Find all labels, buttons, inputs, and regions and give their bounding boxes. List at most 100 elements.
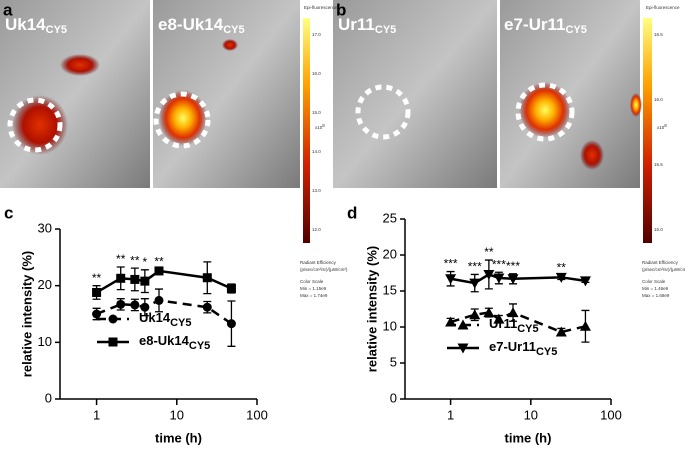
marker <box>555 272 567 283</box>
marker <box>483 307 495 318</box>
marker <box>579 320 591 331</box>
panel-label: b <box>336 0 346 19</box>
colorbar-min: Min = 1.15e9 <box>300 286 327 291</box>
significance-label: *** <box>444 257 458 271</box>
exponent-base: x10 <box>657 125 665 130</box>
y-tick-label: 20 <box>38 277 52 292</box>
significance-label: ** <box>154 254 164 268</box>
y-tick-label: 30 <box>38 220 52 235</box>
image-label-subscript: CY5 <box>565 24 586 36</box>
legend-label: e7-Ur11CY5 <box>489 339 557 357</box>
colorbar-units: (p/sec/cm²/sr)/(µW/cm²) <box>300 267 348 272</box>
image-label: Ur11CY5 <box>338 15 396 35</box>
colorbar-unit-title: Radiant Efficiency <box>642 260 679 265</box>
marker <box>445 274 457 285</box>
y-tick-label: 25 <box>383 210 397 225</box>
marker <box>116 273 126 283</box>
colorbar-unit-title: Radiant Efficiency <box>300 260 337 265</box>
x-tick-label: 10 <box>170 407 184 422</box>
significance-label: *** <box>506 259 520 273</box>
significance-label: * <box>143 255 148 269</box>
colorbar-tick: 15.0 <box>312 110 321 115</box>
y-tick-label: 0 <box>45 390 52 405</box>
colorbar-scale-title: Color Scale <box>642 279 666 284</box>
marker <box>92 287 102 297</box>
y-tick-label: 5 <box>390 354 397 369</box>
significance-label: ** <box>484 245 494 259</box>
legend-label: e8-Uk14CY5 <box>139 333 210 351</box>
colorbar-tick: 15.5 <box>654 162 663 167</box>
image-label-main: Uk14 <box>5 15 46 34</box>
marker <box>469 309 481 320</box>
image-label-subscript: CY5 <box>223 24 244 36</box>
y-tick-label: 10 <box>383 318 397 333</box>
legend-label-main: Ur11 <box>489 316 517 331</box>
image-label-main: e7-Ur11 <box>504 15 565 34</box>
colorbar-tick: 16.0 <box>654 97 663 102</box>
legend-marker <box>108 337 118 347</box>
legend-label-subscript: CY5 <box>536 346 557 358</box>
marker <box>493 273 505 284</box>
colorbar-units: (p/sec/cm²/sr)/(µW/cm²) <box>642 267 685 272</box>
image-label: e8-Uk14CY5 <box>158 15 245 35</box>
marker <box>140 276 150 286</box>
y-axis-label: relative intensity (%) <box>19 251 34 377</box>
exponent-power: 8 <box>664 123 667 128</box>
panel-label: d <box>347 203 357 222</box>
marker <box>116 299 126 309</box>
marker <box>130 274 140 284</box>
colorbar-tick: 16.5 <box>654 32 663 37</box>
significance-label: ** <box>92 271 102 285</box>
x-tick-label: 100 <box>600 407 622 422</box>
colorbar-exponent: x108 <box>315 123 325 130</box>
image-label: Uk14CY5 <box>5 15 67 35</box>
panel-label: a <box>3 0 13 19</box>
significance-label: ** <box>130 253 140 267</box>
marker <box>555 326 567 337</box>
significance-label: ** <box>557 260 567 274</box>
marker <box>130 300 140 310</box>
legend-marker <box>457 343 469 354</box>
marker <box>92 309 102 319</box>
image-label: e7-Ur11CY5 <box>504 15 587 35</box>
legend-marker <box>108 314 118 324</box>
legend-label-main: e8-Uk14 <box>139 333 190 348</box>
marker <box>154 295 164 305</box>
colorbar-max: Max = 1.68e9 <box>642 293 670 298</box>
legend-label-subscript: CY5 <box>517 323 538 335</box>
legend-label-main: Uk14 <box>139 310 171 325</box>
colorbar-scale-title: Color Scale <box>300 279 324 284</box>
significance-label: *** <box>492 257 506 271</box>
legend-marker <box>457 319 469 330</box>
colorbar-title: Epi-fluorescence <box>646 5 680 10</box>
colorbar-title: Epi-fluorescence <box>304 5 338 10</box>
colorbar-tick: 14.0 <box>312 149 321 154</box>
legend-label-main: e7-Ur11 <box>489 339 536 354</box>
image-label-subscript: CY5 <box>46 24 67 36</box>
colorbar-max: Max = 1.74e9 <box>300 293 328 298</box>
marker <box>140 302 150 312</box>
colorbar-tick: 12.0 <box>312 227 321 232</box>
marker <box>579 276 591 287</box>
colorbar-min: Min = 1.46e9 <box>642 286 669 291</box>
y-tick-label: 0 <box>390 390 397 405</box>
marker <box>507 274 519 285</box>
y-axis-label: relative intensity (%) <box>364 246 379 372</box>
legend-label: Ur11CY5 <box>489 316 539 334</box>
marker <box>226 319 236 329</box>
significance-label: ** <box>116 252 126 266</box>
image-panels <box>0 0 652 243</box>
colorbar-tick: 16.0 <box>312 71 321 76</box>
y-tick-label: 15 <box>383 282 397 297</box>
marker <box>469 278 481 289</box>
legend-label: Uk14CY5 <box>139 310 191 328</box>
panel-label: c <box>4 203 13 222</box>
legend-label-subscript: CY5 <box>170 317 191 329</box>
legend-label-subscript: CY5 <box>189 340 210 352</box>
y-tick-label: 10 <box>38 334 52 349</box>
colorbar-tick: 17.0 <box>312 32 321 37</box>
marker <box>483 269 495 280</box>
exponent-base: x10 <box>315 125 323 130</box>
marker <box>154 266 164 276</box>
